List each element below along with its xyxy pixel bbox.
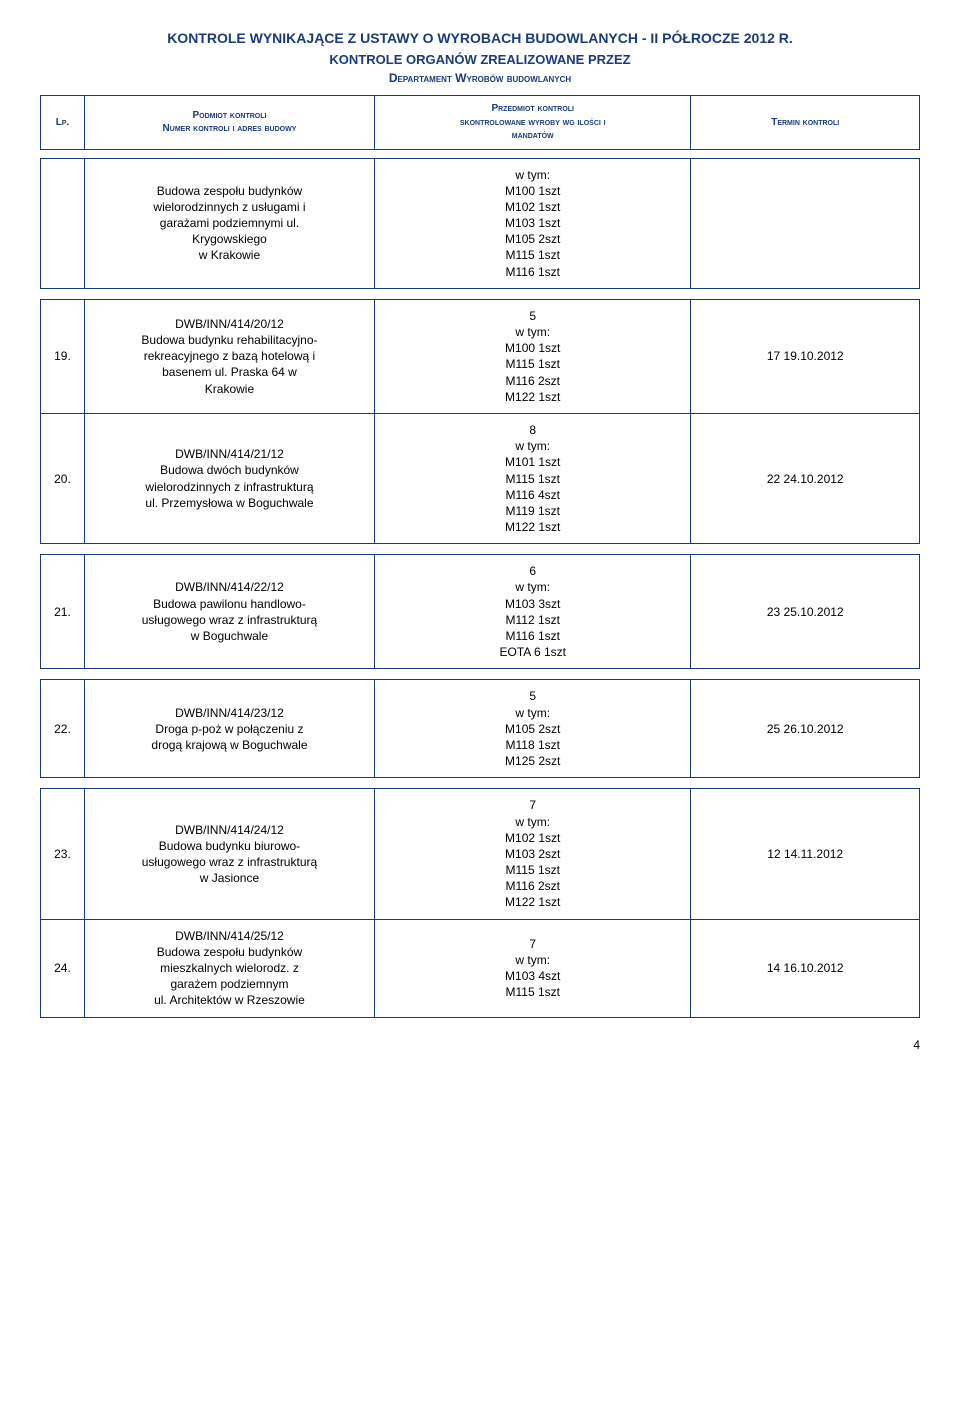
- row-block-22: 22. DWB/INN/414/23/12 Droga p-poż w połą…: [40, 679, 920, 778]
- cell-termin: 22 24.10.2012: [691, 413, 920, 543]
- cell-lp: 19.: [41, 299, 85, 413]
- cell-przedmiot: 5 w tym: M105 2szt M118 1szt M125 2szt: [375, 680, 691, 778]
- cell-podmiot: DWB/INN/414/23/12 Droga p-poż w połączen…: [84, 680, 374, 778]
- cell-lp: 21.: [41, 555, 85, 669]
- cell-podmiot: DWB/INN/414/21/12 Budowa dwóch budynków …: [84, 413, 374, 543]
- cell-przedmiot: 6 w tym: M103 3szt M112 1szt M116 1szt E…: [375, 555, 691, 669]
- header-przedmiot: Przedmiot kontroli skontrolowane wyroby …: [375, 96, 691, 150]
- row-block-19-20: 19. DWB/INN/414/20/12 Budowa budynku reh…: [40, 299, 920, 544]
- cell-lp: 22.: [41, 680, 85, 778]
- cell-termin: 12 14.11.2012: [691, 789, 920, 919]
- cell-lp: 20.: [41, 413, 85, 543]
- cell-przedmiot: 7 w tym: M103 4szt M115 1szt: [375, 919, 691, 1017]
- cell-lp: 23.: [41, 789, 85, 919]
- table-row: 23. DWB/INN/414/24/12 Budowa budynku biu…: [41, 789, 920, 919]
- cell-przedmiot: 8 w tym: M101 1szt M115 1szt M116 4szt M…: [375, 413, 691, 543]
- page-title: KONTROLE WYNIKAJĄCE Z USTAWY O WYROBACH …: [40, 30, 920, 46]
- cell-przedmiot: 5 w tym: M100 1szt M115 1szt M116 2szt M…: [375, 299, 691, 413]
- cell-podmiot: DWB/INN/414/20/12 Budowa budynku rehabil…: [84, 299, 374, 413]
- page-subtitle-1: KONTROLE ORGANÓW ZREALIZOWANE PRZEZ: [40, 52, 920, 67]
- cell-podmiot: DWB/INN/414/25/12 Budowa zespołu budynkó…: [84, 919, 374, 1017]
- cell-lp: 24.: [41, 919, 85, 1017]
- table-row: 22. DWB/INN/414/23/12 Droga p-poż w połą…: [41, 680, 920, 778]
- page-number: 4: [40, 1038, 920, 1052]
- cell-termin: 25 26.10.2012: [691, 680, 920, 778]
- table-row: 19. DWB/INN/414/20/12 Budowa budynku reh…: [41, 299, 920, 413]
- cell-lp: [41, 158, 85, 288]
- cell-termin: 14 16.10.2012: [691, 919, 920, 1017]
- cell-termin: 23 25.10.2012: [691, 555, 920, 669]
- cell-podmiot: DWB/INN/414/24/12 Budowa budynku biurowo…: [84, 789, 374, 919]
- cell-przedmiot: 7 w tym: M102 1szt M103 2szt M115 1szt M…: [375, 789, 691, 919]
- cell-podmiot: Budowa zespołu budynków wielorodzinnych …: [84, 158, 374, 288]
- page-subtitle-2: Departament Wyrobów budowlanych: [40, 71, 920, 85]
- row-carryover: Budowa zespołu budynków wielorodzinnych …: [40, 158, 920, 289]
- column-headers: Lp. Podmiot kontroli Numer kontroli i ad…: [40, 95, 920, 150]
- table-row: 20. DWB/INN/414/21/12 Budowa dwóch budyn…: [41, 413, 920, 543]
- header-podmiot: Podmiot kontroli Numer kontroli i adres …: [84, 96, 374, 150]
- table-row: 21. DWB/INN/414/22/12 Budowa pawilonu ha…: [41, 555, 920, 669]
- cell-termin: 17 19.10.2012: [691, 299, 920, 413]
- cell-przedmiot: w tym: M100 1szt M102 1szt M103 1szt M10…: [375, 158, 691, 288]
- row-block-21: 21. DWB/INN/414/22/12 Budowa pawilonu ha…: [40, 554, 920, 669]
- row-block-23-24: 23. DWB/INN/414/24/12 Budowa budynku biu…: [40, 788, 920, 1017]
- header-termin: Termin kontroli: [691, 96, 920, 150]
- cell-termin: [691, 158, 920, 288]
- cell-podmiot: DWB/INN/414/22/12 Budowa pawilonu handlo…: [84, 555, 374, 669]
- table-row: 24. DWB/INN/414/25/12 Budowa zespołu bud…: [41, 919, 920, 1017]
- header-lp: Lp.: [41, 96, 85, 150]
